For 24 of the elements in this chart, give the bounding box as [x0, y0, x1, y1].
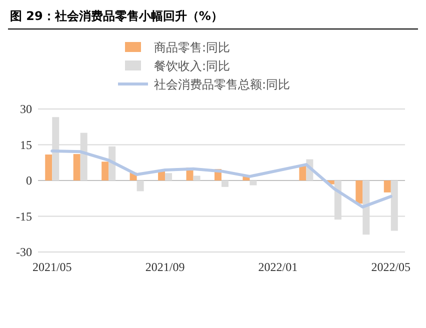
- bar: [250, 180, 257, 186]
- legend-label: 社会消费品零售总额:同比: [154, 78, 290, 92]
- y-tick-label: 0: [26, 174, 32, 188]
- y-tick-label: -30: [16, 245, 32, 259]
- x-tick-label: 2022/05: [371, 260, 411, 274]
- x-tick-label: 2021/05: [32, 260, 72, 274]
- x-tick-label: 2021/09: [145, 260, 185, 274]
- y-tick-label: 15: [20, 138, 32, 152]
- bar: [45, 154, 52, 180]
- bar: [136, 180, 144, 192]
- line-series: [50, 149, 392, 208]
- bar: [384, 180, 391, 192]
- bar: [222, 180, 228, 187]
- legend-label: 商品零售:同比: [154, 40, 230, 54]
- bar: [356, 180, 363, 204]
- chart-title: 图 29：社会消费品零售小幅回升（%）: [10, 9, 223, 23]
- y-tick-label: 30: [20, 102, 32, 116]
- x-tick-label: 2022/01: [258, 260, 298, 274]
- bar: [102, 162, 109, 180]
- y-tick-label: -15: [16, 209, 32, 224]
- legend-label: 餐饮收入:同比: [154, 59, 230, 73]
- bar: [193, 176, 200, 180]
- bar: [165, 173, 172, 180]
- bar: [73, 154, 80, 180]
